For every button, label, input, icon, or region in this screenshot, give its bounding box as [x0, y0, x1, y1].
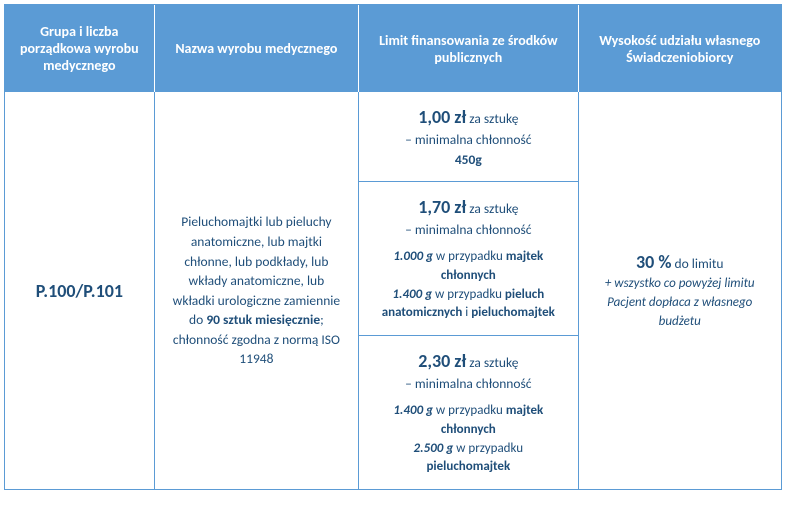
table-header-row: Grupa i liczba porządkowa wyrobu medyczn… [5, 5, 781, 92]
share-pct-after: do limitu [671, 255, 723, 272]
product-code: P.100/P.101 [36, 278, 123, 304]
cell-limits-container: 1,00 zł za sztukę – minimalna chłonność … [359, 92, 578, 489]
limit3-sub: – minimalna chłonność [373, 374, 563, 394]
header-product-name: Nazwa wyrobu medycznego [155, 5, 359, 92]
cell-own-share: 30 % do limitu + wszystko co powyżej lim… [579, 92, 782, 489]
limit3-b2: pieluchomajtek [426, 459, 510, 474]
limit3-w1: 1.400 g [393, 403, 433, 418]
header-funding-limit: Limit finansowania ze środków publicznyc… [359, 5, 578, 92]
limit2-w1: 1.000 g [393, 249, 433, 264]
limit1-sub: – minimalna chłonność [373, 130, 563, 150]
limit-tier-3: 2,30 zł za sztukę – minimalna chłonność … [359, 336, 577, 489]
limit3-t2: w przypadku [453, 441, 523, 456]
limit2-t2: w przypadku [432, 287, 505, 302]
header-group-code: Grupa i liczba porządkowa wyrobu medyczn… [5, 5, 155, 92]
limit1-price: 1,00 zł [418, 106, 466, 128]
limit-tier-2: 1,70 zł za sztukę – minimalna chłonność … [359, 182, 577, 336]
header-own-share: Wysokość udziału własnego Świadczeniobio… [579, 5, 781, 92]
limit3-per: za sztukę [466, 354, 518, 371]
share-pct: 30 % [636, 251, 671, 273]
limit-tier-1: 1,00 zł za sztukę – minimalna chłonność … [359, 92, 577, 182]
table-body-row: P.100/P.101 Pieluchomajtki lub pieluchy … [5, 92, 781, 489]
limit2-sub: – minimalna chłonność [373, 220, 563, 240]
limit2-price: 1,70 zł [418, 196, 466, 218]
limit3-price: 2,30 zł [418, 350, 466, 372]
medical-limits-table: Grupa i liczba porządkowa wyrobu medyczn… [4, 4, 782, 490]
limit2-and: i [462, 305, 471, 320]
limit2-b2b: pieluchomajtek [471, 305, 555, 320]
limit2-t1: w przypadku [433, 249, 506, 264]
limit1-weight: 450g [373, 150, 563, 170]
limit3-t1: w przypadku [433, 403, 506, 418]
cell-code: P.100/P.101 [5, 92, 155, 489]
name-bold: 90 sztuk miesięcznie [206, 311, 320, 328]
cell-product-name: Pieluchomajtki lub pieluchy anatomiczne,… [155, 92, 359, 489]
limit3-w2: 2.500 g [414, 441, 454, 456]
limit2-w2: 1.400 g [392, 287, 432, 302]
share-note: + wszystko co powyżej limitu Pacjent dop… [593, 275, 768, 332]
limit1-per: za sztukę [466, 110, 518, 127]
limit2-per: za sztukę [466, 200, 518, 217]
